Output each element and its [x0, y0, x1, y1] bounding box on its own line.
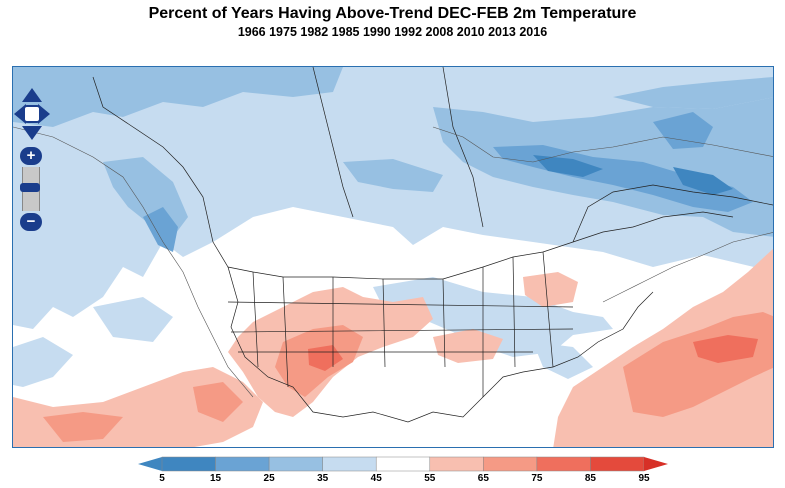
- zoom-in-button[interactable]: +: [20, 147, 42, 165]
- colorbar: [138, 456, 668, 472]
- colorbar-tick-label: 85: [584, 473, 596, 484]
- colorbar-tick-label: 75: [531, 473, 543, 484]
- zoom-out-button[interactable]: −: [20, 213, 42, 231]
- colorbar-tick-label: 5: [159, 473, 165, 484]
- colorbar-over-arrow: [644, 457, 668, 471]
- map-title: Percent of Years Having Above-Trend DEC-…: [148, 5, 637, 22]
- temperature-map: [13, 67, 773, 447]
- four-way-arrow-icon[interactable]: [14, 88, 50, 140]
- colorbar-tick-label: 65: [477, 473, 489, 484]
- colorbar-tick-label: 95: [638, 473, 650, 484]
- colorbar-segment: [375, 456, 431, 472]
- zoom-slider-icon[interactable]: [20, 183, 40, 192]
- coastlines: [13, 126, 773, 398]
- colorbar-segment: [322, 456, 377, 472]
- zoom-control[interactable]: + −: [20, 147, 42, 231]
- colorbar-tick-label: 45: [370, 473, 382, 484]
- colorbar-tick-label: 15: [209, 473, 222, 484]
- colorbar-segment: [268, 456, 323, 472]
- colorbar-tick-label: 35: [317, 473, 329, 484]
- colorbar-segment: [161, 456, 216, 472]
- colorbar-segment: [429, 456, 484, 472]
- colorbar-segment: [590, 456, 645, 472]
- colorbar-tick-label: 55: [424, 473, 436, 484]
- pan-control[interactable]: [14, 88, 50, 145]
- colorbar-segment: [483, 456, 538, 472]
- red-regions: [308, 335, 758, 371]
- colorbar-segment: [215, 456, 270, 472]
- colorbar-tick-label: 25: [263, 473, 275, 484]
- political-boundaries: [92, 67, 773, 423]
- years-subtitle: 1966 1975 1982 1985 1990 1992 2008 2010 …: [237, 25, 548, 39]
- deep-blue-regions: [533, 155, 733, 195]
- colorbar-under-arrow: [138, 457, 162, 471]
- colorbar-segment: [536, 456, 591, 472]
- map-panel[interactable]: [12, 66, 774, 448]
- zoom-slider-track[interactable]: [20, 167, 40, 211]
- colorbar-segments: [161, 456, 645, 472]
